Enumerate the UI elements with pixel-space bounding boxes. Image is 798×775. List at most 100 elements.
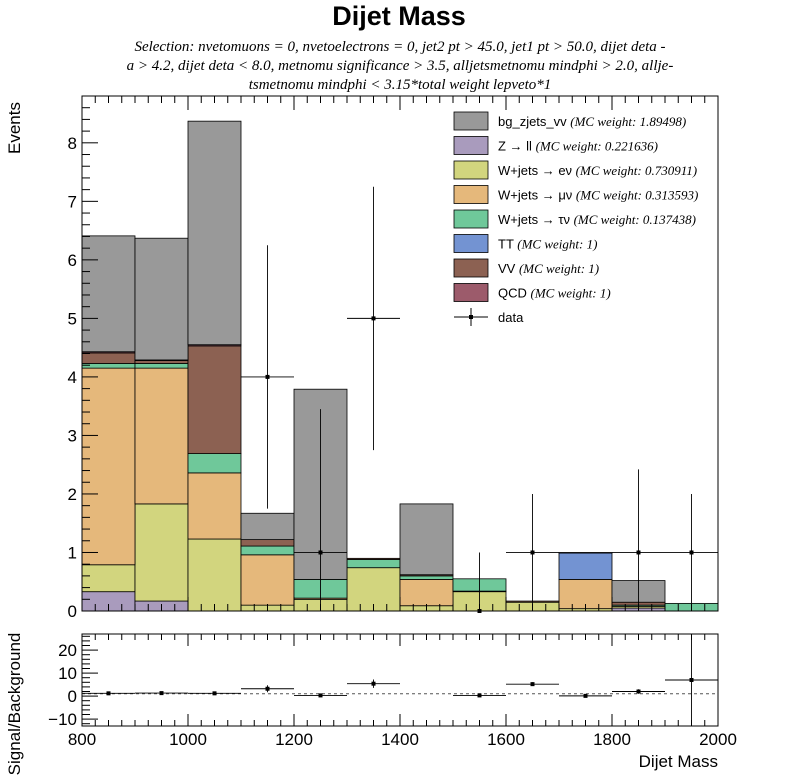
bar-vv <box>81 352 136 364</box>
legend-weight: (MC weight: 0.137438) <box>574 212 696 227</box>
x-tick-label: 1000 <box>169 730 207 749</box>
data-point <box>530 550 535 555</box>
ratio-y-axis-label: Signal/Background <box>5 633 24 775</box>
ratio-point <box>477 693 482 698</box>
bar-tt <box>558 552 613 580</box>
main-axes: 0 1 2 3 4 5 6 7 8 <box>68 95 719 621</box>
x-tick-label: 2000 <box>699 730 737 749</box>
legend-label: W+jets → τν (MC weight: 0.137438) <box>498 212 696 227</box>
legend-label: data <box>498 310 524 325</box>
ratio-frame <box>81 633 719 727</box>
legend: bg_zjets_vv (MC weight: 1.89498) Z → ll (… <box>453 111 698 326</box>
data-point <box>318 550 323 555</box>
bar-w-jets <box>399 575 454 580</box>
legend-marker <box>469 315 473 319</box>
ratio-panel: −10 0 10 20 800 1000 1200 1400 1600 1800 2000 <box>48 633 737 749</box>
x-tick-label: 1600 <box>487 730 525 749</box>
stack-tt <box>558 552 613 580</box>
legend-label: QCD (MC weight: 1) <box>498 286 611 301</box>
ratio-y-tick-label: −10 <box>48 710 77 729</box>
ratio-y-tick-label: 10 <box>58 664 77 683</box>
subtitle-line-3: tsmetnomu mindphi < 3.15*total weight le… <box>248 77 552 93</box>
y-tick-label: 0 <box>68 602 77 621</box>
x-axis-label: Dijet Mass <box>639 752 718 771</box>
legend-label: bg_zjets_vv (MC weight: 1.89498) <box>498 114 686 129</box>
legend-weight: (MC weight: 1) <box>519 261 599 276</box>
y-tick-label: 8 <box>68 134 77 153</box>
legend-swatch <box>453 258 489 278</box>
data-point <box>371 316 376 321</box>
y-tick-label: 1 <box>68 543 77 562</box>
legend-swatch <box>453 283 489 302</box>
legend-weight: (MC weight: 1) <box>517 237 597 252</box>
ratio-y-tick-label: 0 <box>68 687 77 706</box>
legend-item-w-jets: W+jets → τν (MC weight: 0.137438) <box>453 209 696 229</box>
legend-item-bg-zjets-vv: bg_zjets_vv (MC weight: 1.89498) <box>453 111 686 131</box>
legend-item-data: data <box>454 308 524 326</box>
legend-swatch <box>453 234 489 253</box>
bar-bg-zjets-vv <box>81 235 136 353</box>
ratio-point <box>212 691 217 696</box>
legend-item-w-jets-e: W+jets → eν (MC weight: 0.730911) <box>453 160 697 180</box>
ratio-point <box>318 693 323 698</box>
x-tick-label: 800 <box>68 730 96 749</box>
ratio-point <box>530 682 535 687</box>
y-tick-label: 7 <box>68 192 77 211</box>
stack-w-jets <box>81 367 613 610</box>
legend-item-tt: TT (MC weight: 1) <box>453 234 597 253</box>
legend-swatch <box>453 185 489 204</box>
bar-vv <box>346 557 401 560</box>
bar-vv <box>187 345 242 454</box>
data-point <box>636 550 641 555</box>
ratio-y-tick-label: 20 <box>58 641 77 660</box>
legend-label: W+jets → μν (MC weight: 0.313593) <box>498 188 698 203</box>
legend-item-z-ll: Z → ll (MC weight: 0.221636) <box>453 136 658 155</box>
legend-weight: (MC weight: 0.730911) <box>576 163 697 178</box>
legend-label: TT (MC weight: 1) <box>498 237 597 252</box>
ratio-point <box>689 678 694 682</box>
bar-vv <box>558 552 613 554</box>
bar-w-jets-e <box>187 538 242 612</box>
subtitle-line-1: Selection: nvetomuons = 0, nvetoelectron… <box>134 39 666 55</box>
ratio-point <box>106 691 111 696</box>
legend-item-w-jets: W+jets → μν (MC weight: 0.313593) <box>453 185 698 204</box>
bar-w-jets-e <box>346 567 401 612</box>
y-axis-label: Events <box>5 102 24 154</box>
bar-w-jets <box>81 363 136 369</box>
ratio-point <box>583 693 588 698</box>
bar-vv <box>134 360 189 364</box>
legend-swatch <box>453 111 489 131</box>
bar-w-jets <box>399 578 454 607</box>
bar-w-jets <box>134 363 189 369</box>
subtitle-line-2: a > 4.2, dijet deta < 8.0, metnomu signi… <box>126 58 674 74</box>
bar-bg-zjets-vv <box>399 503 454 576</box>
y-tick-label: 6 <box>68 251 77 270</box>
y-tick-label: 5 <box>68 309 77 328</box>
x-tick-label: 1400 <box>381 730 419 749</box>
bar-w-jets <box>187 453 242 474</box>
ratio-point <box>636 689 641 694</box>
legend-weight: (MC weight: 1.89498) <box>570 114 686 129</box>
bar-bg-zjets-vv <box>240 512 295 541</box>
legend-weight: (MC weight: 0.221636) <box>536 139 658 154</box>
data-point <box>265 374 270 379</box>
chart-title: Dijet Mass <box>332 1 466 31</box>
legend-weight: (MC weight: 1) <box>531 286 611 301</box>
legend-weight: (MC weight: 0.313593) <box>576 188 698 203</box>
bar-w-jets <box>240 545 295 556</box>
y-tick-label: 3 <box>68 426 77 445</box>
bar-w-jets <box>187 472 242 540</box>
legend-label: W+jets → eν (MC weight: 0.730911) <box>498 163 697 178</box>
ratio-point <box>371 681 376 686</box>
legend-swatch <box>453 160 489 180</box>
data-point <box>689 550 694 555</box>
y-tick-label: 2 <box>68 485 77 504</box>
bar-w-jets <box>558 578 613 610</box>
x-tick-label: 1800 <box>593 730 631 749</box>
ratio-point <box>265 686 270 691</box>
bar-w-jets <box>81 367 136 566</box>
bar-vv <box>240 539 295 547</box>
legend-label: Z → ll (MC weight: 0.221636) <box>498 139 658 154</box>
legend-item-qcd: QCD (MC weight: 1) <box>453 283 611 302</box>
